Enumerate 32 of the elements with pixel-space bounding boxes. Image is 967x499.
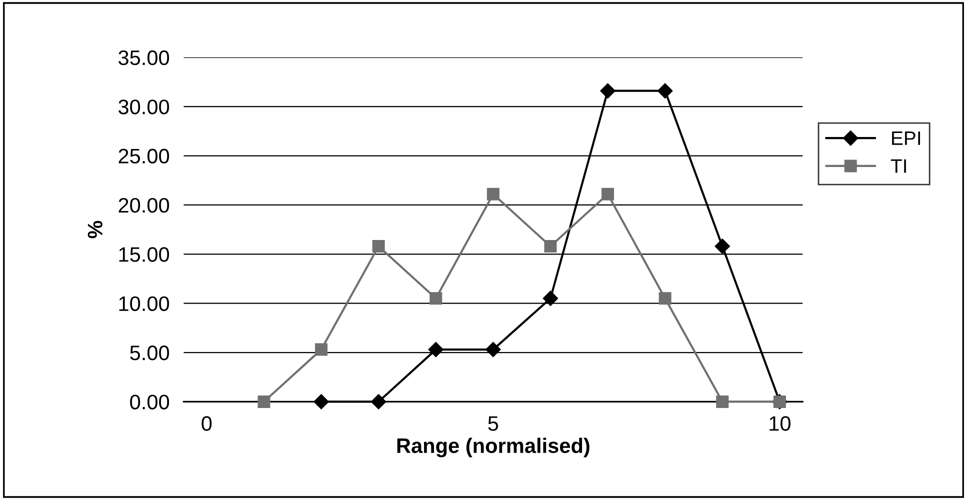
point [486, 188, 500, 200]
point [258, 395, 270, 408]
point [600, 83, 616, 98]
point [542, 290, 558, 306]
y-tick-label: 25.00 [118, 148, 170, 164]
point [430, 292, 442, 305]
legend-label: TI [890, 159, 906, 173]
x-tick-label: 0 [202, 416, 212, 431]
point [372, 240, 385, 253]
y-tick-label: 10.00 [119, 296, 170, 312]
point [714, 238, 730, 254]
point [544, 240, 557, 253]
y-tick-label: 20.00 [118, 198, 170, 213]
point [658, 292, 672, 305]
point [370, 394, 386, 410]
x-axis-title: Range (normalised) [397, 438, 590, 458]
y-tick-label: 5.00 [130, 346, 170, 360]
y-tick-label: 35.00 [118, 50, 170, 66]
point [716, 395, 729, 408]
legend-label: EPI [892, 132, 920, 145]
x-tick-label: 5 [488, 416, 498, 431]
y-tick-label: 15.00 [119, 247, 170, 262]
x-tick-label: 10 [770, 416, 790, 431]
y-tick-label: 0.00 [130, 394, 170, 410]
point [658, 83, 673, 98]
y-tick-label: 30.00 [118, 100, 170, 114]
point [314, 394, 329, 410]
point [486, 342, 501, 358]
point [315, 343, 328, 356]
point [428, 342, 444, 358]
y-axis-title: % [88, 220, 102, 238]
point [602, 188, 614, 200]
